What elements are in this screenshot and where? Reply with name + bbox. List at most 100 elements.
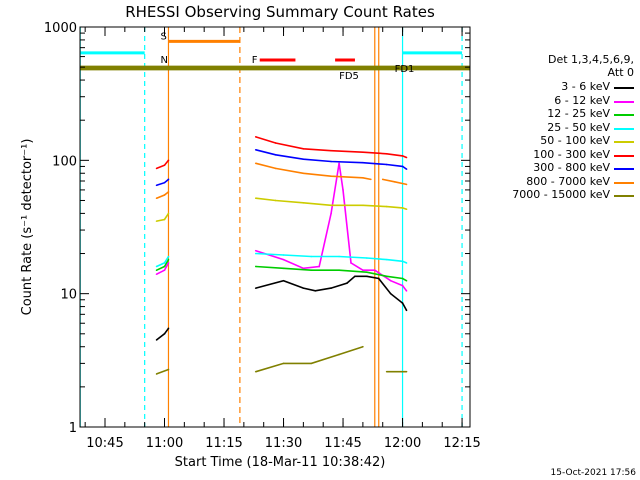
series-8 (155, 345, 408, 375)
x-tick-label: 10:45 (86, 436, 123, 451)
data-point (254, 287, 257, 289)
y-axis-label: Count Rate (s⁻¹ detector⁻¹) (20, 139, 35, 316)
legend-label: 800 - 7000 keV (526, 174, 610, 188)
data-point (401, 302, 404, 304)
data-point (385, 205, 388, 208)
legend-label: Att 0 (607, 66, 634, 79)
data-point (282, 279, 285, 282)
data-point (389, 292, 392, 295)
data-point (330, 149, 332, 152)
data-point (373, 269, 376, 271)
data-point (401, 277, 404, 280)
y-tick-label: 100 (52, 154, 77, 169)
data-point (362, 204, 364, 207)
x-axis-label: Start Time (18-Mar-11 10:38:42) (175, 455, 386, 470)
footer-date: 15-Oct-2021 17:56 (551, 468, 637, 478)
legend-entry: 6 - 12 keV (554, 94, 610, 107)
legend-entry: Att 0 (608, 66, 634, 79)
data-point (354, 275, 356, 278)
data-point (155, 220, 158, 222)
data-point (405, 290, 408, 292)
data-point (385, 275, 388, 278)
legend-label: 25 - 50 keV (547, 120, 610, 134)
data-point (338, 353, 340, 356)
x-tick-label: 11:30 (265, 436, 302, 451)
series-line (156, 212, 170, 222)
plot-frame (79, 26, 471, 428)
data-point (302, 202, 305, 204)
flag-label: N (161, 55, 168, 66)
data-point (302, 287, 305, 289)
legend-swatch (614, 127, 634, 130)
data-point (405, 168, 408, 170)
series-line (156, 178, 170, 187)
data-point (401, 155, 404, 157)
data-point (167, 178, 170, 181)
flag-label: FD5 (339, 71, 359, 82)
legend-entry: 7000 - 15000 keV (512, 188, 610, 201)
legend-entry: 100 - 300 keV (533, 148, 610, 161)
series-1 (155, 162, 408, 292)
data-point (163, 265, 166, 268)
series-line (255, 345, 364, 373)
series-line (156, 327, 170, 341)
data-point (274, 199, 277, 202)
data-point (167, 191, 170, 193)
y-tick-label: 1 (69, 421, 77, 436)
data-point (155, 273, 158, 275)
data-point (310, 269, 313, 271)
legend-swatch (614, 154, 634, 157)
data-point (338, 269, 340, 271)
legend-entry: 3 - 6 keV (561, 80, 610, 93)
data-point (370, 178, 372, 181)
data-point (310, 255, 313, 258)
series-line (255, 252, 407, 264)
data-point (405, 208, 408, 211)
data-point (401, 165, 404, 168)
data-point (155, 167, 158, 170)
data-point (342, 189, 344, 191)
x-tick-label: 12:00 (384, 436, 421, 451)
data-point (155, 184, 158, 187)
legend-swatch (614, 195, 634, 197)
data-point (163, 269, 166, 271)
series-2 (155, 258, 408, 282)
legend-entry: 300 - 800 keV (533, 161, 610, 174)
legend-swatch (614, 87, 634, 89)
data-point (254, 197, 257, 199)
data-point (366, 257, 368, 259)
series-line (156, 368, 169, 375)
flag-label: S (161, 31, 167, 42)
data-point (405, 156, 408, 159)
data-point (254, 370, 257, 373)
data-point (167, 159, 170, 162)
data-point (405, 262, 408, 264)
data-point (362, 345, 364, 348)
data-point (155, 339, 158, 341)
data-point (385, 152, 388, 155)
legend-label: 7000 - 15000 keV (512, 188, 610, 201)
data-point (362, 269, 364, 271)
x-tick-label: 12:15 (443, 436, 480, 451)
data-point (401, 260, 404, 263)
legend-entry: 50 - 100 keV (540, 134, 610, 147)
data-point (389, 279, 392, 282)
data-point (274, 142, 277, 144)
data-point (282, 258, 285, 261)
series-line (255, 136, 407, 159)
data-point (163, 164, 166, 166)
y-tick-label: 1000 (44, 21, 77, 36)
x-tick-label: 11:00 (146, 436, 183, 451)
data-point (302, 148, 305, 150)
legend-entry: Det 1,3,4,5,6,9, (548, 53, 634, 66)
legend-label: 3 - 6 keV (561, 80, 610, 93)
x-tick-label: 11:15 (205, 436, 242, 451)
data-point (254, 252, 257, 255)
flag-label: FD1 (395, 64, 415, 75)
data-point (314, 290, 317, 292)
data-point (155, 373, 158, 375)
data-point (338, 255, 340, 258)
data-point (274, 167, 277, 170)
data-point (362, 151, 364, 154)
data-point (366, 275, 368, 278)
